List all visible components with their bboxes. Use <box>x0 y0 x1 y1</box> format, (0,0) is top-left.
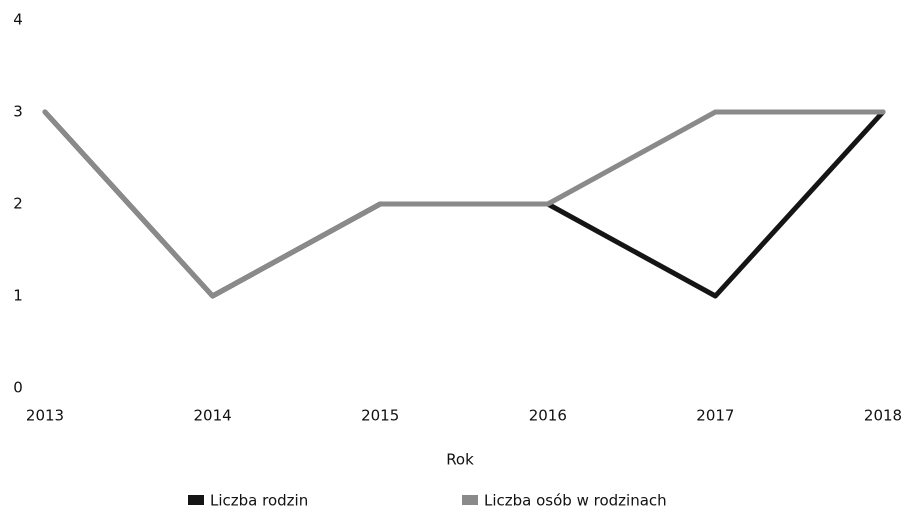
legend-label: Liczba osób w rodzinach <box>484 492 667 510</box>
x-tick-label: 2013 <box>26 407 64 425</box>
y-tick-label: 4 <box>13 11 23 29</box>
x-tick-label: 2014 <box>194 407 232 425</box>
y-tick-label: 0 <box>13 379 23 397</box>
legend-marker <box>462 495 478 505</box>
y-tick-label: 2 <box>13 195 23 213</box>
x-tick-label: 2015 <box>361 407 399 425</box>
x-axis-label: Rok <box>446 451 474 469</box>
y-tick-label: 1 <box>13 287 23 305</box>
legend-marker <box>188 495 204 505</box>
x-tick-label: 2017 <box>696 407 734 425</box>
y-tick-label: 3 <box>13 103 23 121</box>
line-series <box>42 109 886 299</box>
x-tick-label: 2018 <box>864 407 902 425</box>
x-tick-label: 2016 <box>529 407 567 425</box>
legend-label: Liczba rodzin <box>210 492 308 510</box>
